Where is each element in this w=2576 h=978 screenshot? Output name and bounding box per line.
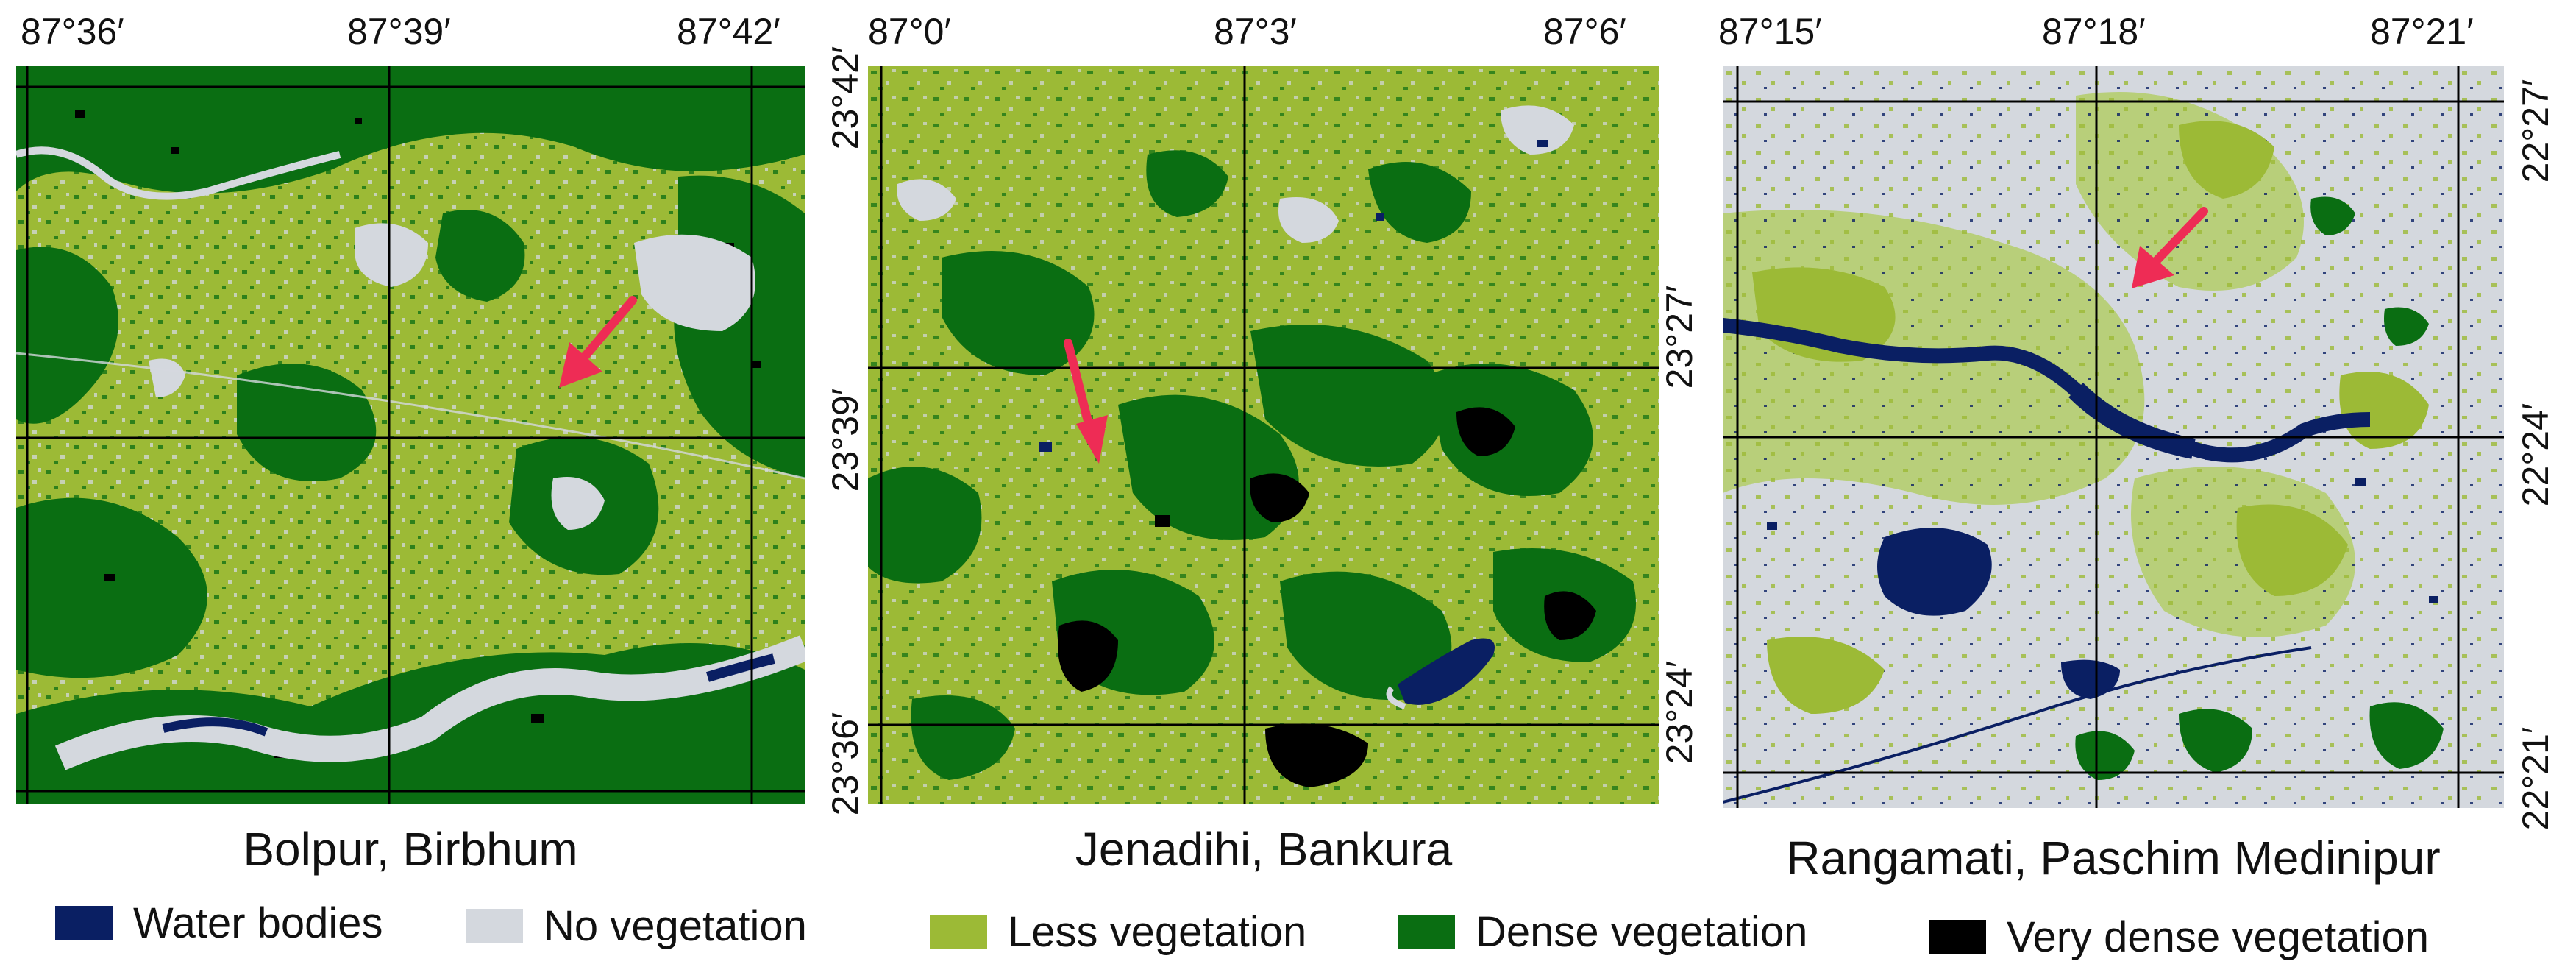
map-caption: Rangamati, Paschim Medinipur — [1786, 832, 2441, 885]
top-tick-label: 87°0′ — [868, 11, 951, 52]
arrow-marker — [1064, 339, 1108, 464]
top-tick-label: 87°39′ — [347, 11, 451, 52]
top-tick-label: 87°3′ — [1214, 11, 1297, 52]
legend-label: Very dense vegetation — [2007, 913, 2429, 961]
arrow-marker — [2132, 207, 2208, 288]
left-tick-label: 23°24′ — [1659, 660, 1700, 765]
legend-swatch — [55, 906, 113, 940]
right-tick-label: 22°21′ — [2515, 726, 2556, 831]
top-tick-label: 87°36′ — [21, 11, 124, 52]
legend-item-less-vegetation: Less vegetation — [930, 907, 1307, 956]
map-image — [1723, 66, 2504, 808]
map-image — [868, 66, 1659, 804]
top-tick-label: 87°42′ — [677, 11, 780, 52]
legend-item-very-dense-vegetation: Very dense vegetation — [1929, 913, 2429, 961]
legend-item-water-bodies: Water bodies — [55, 899, 383, 947]
arrow-marker — [559, 296, 637, 388]
map-caption: Jenadihi, Bankura — [1075, 823, 1453, 876]
right-tick-label: 23°36′ — [825, 712, 866, 816]
left-tick-label: 23°27′ — [1659, 285, 1700, 389]
map-image — [16, 66, 805, 804]
legend-swatch — [466, 909, 523, 943]
legend-label: Dense vegetation — [1476, 907, 1808, 956]
map-caption: Bolpur, Birbhum — [243, 823, 578, 876]
right-tick-label: 23°39′ — [825, 388, 866, 492]
top-tick-label: 87°21′ — [2370, 11, 2474, 52]
legend-swatch — [930, 915, 987, 949]
legend-swatch — [1929, 920, 1986, 954]
legend-label: Less vegetation — [1008, 907, 1307, 956]
right-tick-label: 22°27′ — [2515, 79, 2556, 183]
legend-swatch — [1398, 915, 1455, 949]
legend-label: No vegetation — [544, 901, 807, 950]
top-tick-label: 87°15′ — [1718, 11, 1822, 52]
top-tick-label: 87°6′ — [1543, 11, 1626, 52]
legend-label: Water bodies — [133, 899, 383, 947]
right-tick-label: 22°24′ — [2515, 403, 2556, 507]
legend-item-no-vegetation: No vegetation — [466, 901, 807, 950]
right-tick-label: 23°42′ — [825, 46, 866, 150]
legend-item-dense-vegetation: Dense vegetation — [1398, 907, 1808, 956]
top-tick-label: 87°18′ — [2042, 11, 2146, 52]
